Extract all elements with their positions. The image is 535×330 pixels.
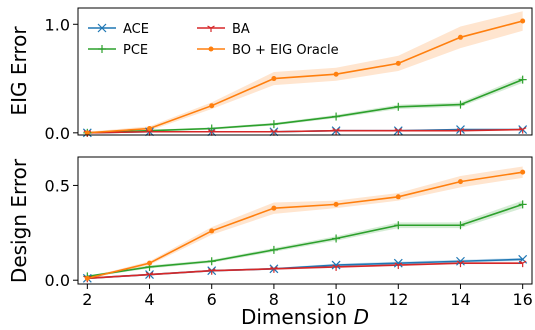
legend-marker bbox=[207, 25, 215, 32]
data-point bbox=[520, 169, 526, 175]
legend-label: BA bbox=[232, 22, 250, 37]
data-point bbox=[518, 127, 527, 134]
data-point bbox=[84, 275, 90, 281]
data-point bbox=[518, 200, 527, 209]
line-bo-eig-oracle bbox=[87, 20, 523, 134]
data-point bbox=[209, 103, 215, 109]
data-point bbox=[269, 120, 278, 129]
data-point bbox=[395, 60, 401, 66]
series-lines bbox=[87, 171, 523, 280]
data-point bbox=[333, 71, 339, 77]
data-point bbox=[332, 112, 341, 121]
y-tick-label: 0.0 bbox=[45, 271, 70, 290]
x-tick-label: 10 bbox=[326, 290, 346, 309]
data-point bbox=[457, 34, 463, 40]
data-point bbox=[394, 102, 403, 111]
y-ticks: 0.0 0.5 bbox=[45, 176, 78, 290]
y-tick-label: 1.0 bbox=[45, 15, 70, 34]
data-point bbox=[457, 179, 463, 185]
data-point bbox=[394, 221, 403, 230]
x-axis-label: Dimension D bbox=[241, 305, 369, 329]
line-pce bbox=[87, 203, 523, 278]
data-point bbox=[207, 268, 216, 275]
data-point bbox=[269, 245, 278, 254]
line-ba bbox=[87, 128, 523, 134]
legend-item: BA bbox=[197, 22, 250, 37]
y-axis-label: Design Error bbox=[7, 158, 31, 283]
data-point bbox=[518, 75, 527, 84]
data-point bbox=[456, 221, 465, 230]
data-point bbox=[332, 234, 341, 243]
eig-error-panel: 0.0 1.0 EIG Error ACE PCE BA BO + EIG Oracle bbox=[7, 7, 533, 143]
legend-item: BO + EIG Oracle bbox=[197, 43, 339, 58]
data-point bbox=[147, 125, 153, 131]
x-ticks: 2 4 6 8 10 12 14 16 bbox=[82, 284, 533, 309]
y-ticks: 0.0 1.0 bbox=[45, 15, 78, 143]
legend-marker bbox=[98, 45, 106, 53]
series-markers bbox=[82, 18, 528, 138]
data-point bbox=[271, 76, 277, 82]
y-tick-label: 0.5 bbox=[45, 176, 70, 195]
legend-label: BO + EIG Oracle bbox=[232, 43, 339, 58]
y-axis-label: EIG Error bbox=[7, 26, 31, 116]
data-point bbox=[209, 228, 215, 234]
data-point bbox=[520, 18, 526, 24]
band-bo-eig-oracle bbox=[87, 166, 523, 280]
data-point bbox=[331, 260, 341, 270]
data-point bbox=[394, 128, 403, 135]
data-point bbox=[456, 100, 465, 109]
legend-label: PCE bbox=[123, 43, 148, 58]
x-tick-label: 2 bbox=[82, 290, 92, 309]
band-bo-eig-oracle bbox=[87, 11, 523, 134]
legend-marker bbox=[208, 46, 214, 52]
legend-item: ACE bbox=[88, 22, 149, 37]
data-point bbox=[84, 130, 90, 136]
data-point bbox=[456, 128, 465, 135]
data-point bbox=[333, 201, 339, 207]
data-point bbox=[207, 257, 216, 266]
data-point bbox=[147, 260, 153, 266]
series-lines bbox=[87, 20, 523, 134]
data-point bbox=[456, 125, 465, 134]
confidence-bands bbox=[87, 11, 523, 134]
line-ba bbox=[87, 262, 523, 280]
plot-frame bbox=[77, 7, 533, 136]
x-tick-label: 6 bbox=[207, 290, 217, 309]
data-point bbox=[456, 260, 465, 268]
design-error-panel: 0.0 0.5 2 4 6 8 10 12 14 16 Design Error Dimensi… bbox=[7, 156, 533, 329]
series-markers bbox=[82, 169, 528, 283]
x-tick-label: 8 bbox=[269, 290, 279, 309]
data-point bbox=[270, 266, 278, 273]
x-tick-label: 12 bbox=[388, 290, 408, 309]
x-tick-label: 14 bbox=[450, 290, 470, 309]
legend-label: ACE bbox=[123, 22, 149, 37]
data-point bbox=[145, 272, 154, 279]
data-point bbox=[456, 256, 465, 266]
data-point bbox=[271, 205, 277, 211]
legend-marker bbox=[97, 23, 107, 33]
line-bo-eig-oracle bbox=[87, 171, 523, 280]
plot-frame bbox=[77, 156, 533, 285]
y-tick-label: 0.0 bbox=[45, 124, 70, 143]
x-tick-label: 4 bbox=[144, 290, 154, 309]
legend-item: PCE bbox=[88, 43, 148, 58]
data-point bbox=[394, 262, 403, 270]
legend: ACE PCE BA BO + EIG Oracle bbox=[88, 22, 339, 58]
line-pce bbox=[87, 78, 523, 134]
data-point bbox=[395, 194, 401, 200]
data-point bbox=[393, 258, 403, 268]
data-point bbox=[332, 128, 340, 135]
x-tick-label: 16 bbox=[512, 290, 532, 309]
data-point bbox=[332, 264, 340, 271]
data-point bbox=[518, 260, 527, 268]
